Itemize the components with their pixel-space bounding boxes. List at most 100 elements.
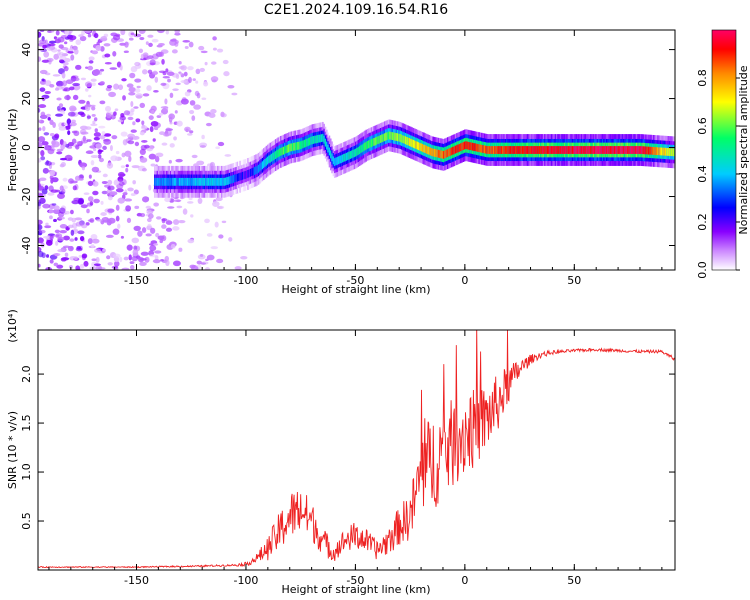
spectrogram-noise-cell (44, 161, 52, 166)
spectrogram-noise-cell (161, 218, 166, 224)
spectrogram-noise-cell (42, 167, 49, 174)
snr-x-tick-label: 50 (567, 574, 581, 587)
spectrogram-ridge-cell (478, 144, 480, 153)
spectrogram-noise-cell (49, 169, 55, 177)
spectrogram-noise-cell (65, 79, 74, 85)
spectrogram-noise-cell (175, 82, 181, 86)
spectrogram-ridge-cell (428, 146, 431, 155)
spectrogram-noise-cell (64, 30, 70, 35)
spectrogram-noise-cell (72, 185, 77, 191)
spectrogram-noise-cell (167, 206, 175, 209)
spectrogram-noise-cell (112, 228, 120, 235)
spectrogram-ridge-cell (558, 146, 561, 154)
spectrogram-noise-cell (66, 118, 72, 125)
spectrogram-noise-cell (47, 148, 55, 155)
spectrogram-noise-cell (139, 36, 145, 41)
spectrogram-ridge-cell (649, 146, 651, 155)
spectrogram-noise-cell (58, 126, 67, 131)
spectrogram-ridge-cell (528, 146, 530, 154)
spectrogram-noise-cell (149, 126, 154, 133)
spectrogram-ridge-cell (337, 156, 340, 165)
spectrogram-noise-cell (196, 92, 201, 99)
snr-plot-area (38, 330, 675, 570)
spectrogram-noise-cell (159, 131, 166, 135)
spectrogram-noise-cell (59, 230, 67, 234)
spectrogram-noise-cell (78, 254, 82, 258)
spectrogram-noise-cell (100, 35, 108, 42)
spectrogram-ridge-cell (546, 146, 549, 154)
spectrogram-ridge-cell (599, 146, 601, 154)
spectrogram-ridge-cell (473, 143, 475, 151)
spectrogram-ridge-cell (163, 177, 165, 186)
spectrogram-ridge-cell (450, 147, 453, 156)
spectrogram-ridge-cell (453, 146, 456, 155)
spectrogram-noise-cell (55, 113, 64, 117)
spectrogram-ridge-cell (484, 145, 487, 154)
spectrogram-ridge-cell (651, 146, 654, 155)
spectrogram-noise-cell (66, 94, 70, 101)
spectrogram-noise-cell (75, 144, 80, 150)
spectrogram-ridge-cell (201, 177, 203, 186)
spectrogram-noise-cell (63, 235, 70, 241)
spectrogram-noise-cell (102, 217, 107, 221)
spectrogram-noise-cell (91, 166, 100, 173)
spectrogram-noise-cell (161, 58, 165, 65)
spectrogram-noise-cell (101, 180, 108, 185)
spectrogram-ridge-cell (414, 140, 416, 149)
spectrogram-noise-cell (46, 113, 51, 118)
spectrogram-ridge-cell (235, 174, 237, 182)
spectrogram-ridge-cell (587, 146, 589, 154)
snr-y-tick-label: 1.5 (20, 414, 33, 432)
spectrogram-ridge-cell (525, 146, 528, 154)
spectrogram-ridge-cell (312, 135, 315, 144)
spectrogram-ridge-cell (446, 149, 449, 158)
spectrogram-noise-cell (141, 168, 147, 172)
spectrogram-noise-cell (206, 233, 213, 237)
spectrogram-ridge-cell (591, 146, 593, 154)
spectrogram-noise-cell (121, 78, 127, 82)
spectrogram-noise-cell (130, 66, 138, 73)
spectrogram-ridge-cell (180, 177, 182, 186)
spectrogram-noise-cell (92, 180, 99, 187)
spectrogram-noise-cell (138, 30, 146, 34)
spectrogram-noise-cell (53, 205, 60, 211)
spectrogram-noise-cell (149, 254, 157, 258)
spectrogram-ridge-cell (228, 176, 231, 185)
spectrogram-noise-cell (122, 139, 128, 146)
spectrogram-ridge-cell (328, 147, 331, 156)
spectrogram-noise-cell (38, 237, 44, 244)
spectrogram-ridge-cell (318, 134, 320, 143)
spectrogram-ridge-cell (639, 146, 642, 154)
spectrogram-ridge-cell (240, 172, 243, 181)
spectrogram-noise-cell (130, 129, 137, 133)
spectrogram-noise-cell (87, 238, 93, 245)
spectrogram-ridge-cell (596, 146, 599, 154)
spectrogram-ridge-cell (207, 177, 210, 186)
spectrogram-noise-cell (59, 59, 65, 62)
spectrogram-ridge-cell (178, 177, 181, 186)
spectrogram-noise-cell (118, 84, 124, 91)
spectrogram-noise-cell (78, 177, 84, 181)
spectrogram-ridge-cell (537, 146, 540, 154)
spectrogram-ridge-cell (467, 141, 470, 150)
spectrogram-noise-cell (147, 223, 152, 229)
spectrogram-ridge-cell (209, 177, 211, 186)
spectrogram-ridge-cell (597, 146, 600, 154)
spectrogram-noise-cell (134, 141, 140, 147)
spectrogram-noise-cell (78, 99, 86, 104)
spectrogram-ridge-cell (513, 146, 516, 154)
spectrogram-noise-cell (127, 140, 135, 145)
spectrogram-ridge-cell (365, 141, 368, 150)
spectrogram-ridge-cell (569, 146, 571, 154)
spectrogram-noise-cell (68, 48, 74, 52)
spectrogram-noise-cell (121, 267, 130, 270)
spectrogram-noise-cell (120, 235, 124, 239)
spectrogram-ridge-cell (347, 152, 349, 161)
spectrogram-noise-cell (127, 133, 136, 139)
spectrogram-noise-cell (71, 200, 80, 205)
spectrogram-ridge-cell (432, 148, 434, 157)
spectrogram-ridge-cell (379, 135, 382, 143)
spectrogram-noise-cell (191, 115, 196, 121)
spectrogram-ridge-cell (653, 147, 655, 155)
spectrogram-noise-cell (200, 50, 208, 54)
